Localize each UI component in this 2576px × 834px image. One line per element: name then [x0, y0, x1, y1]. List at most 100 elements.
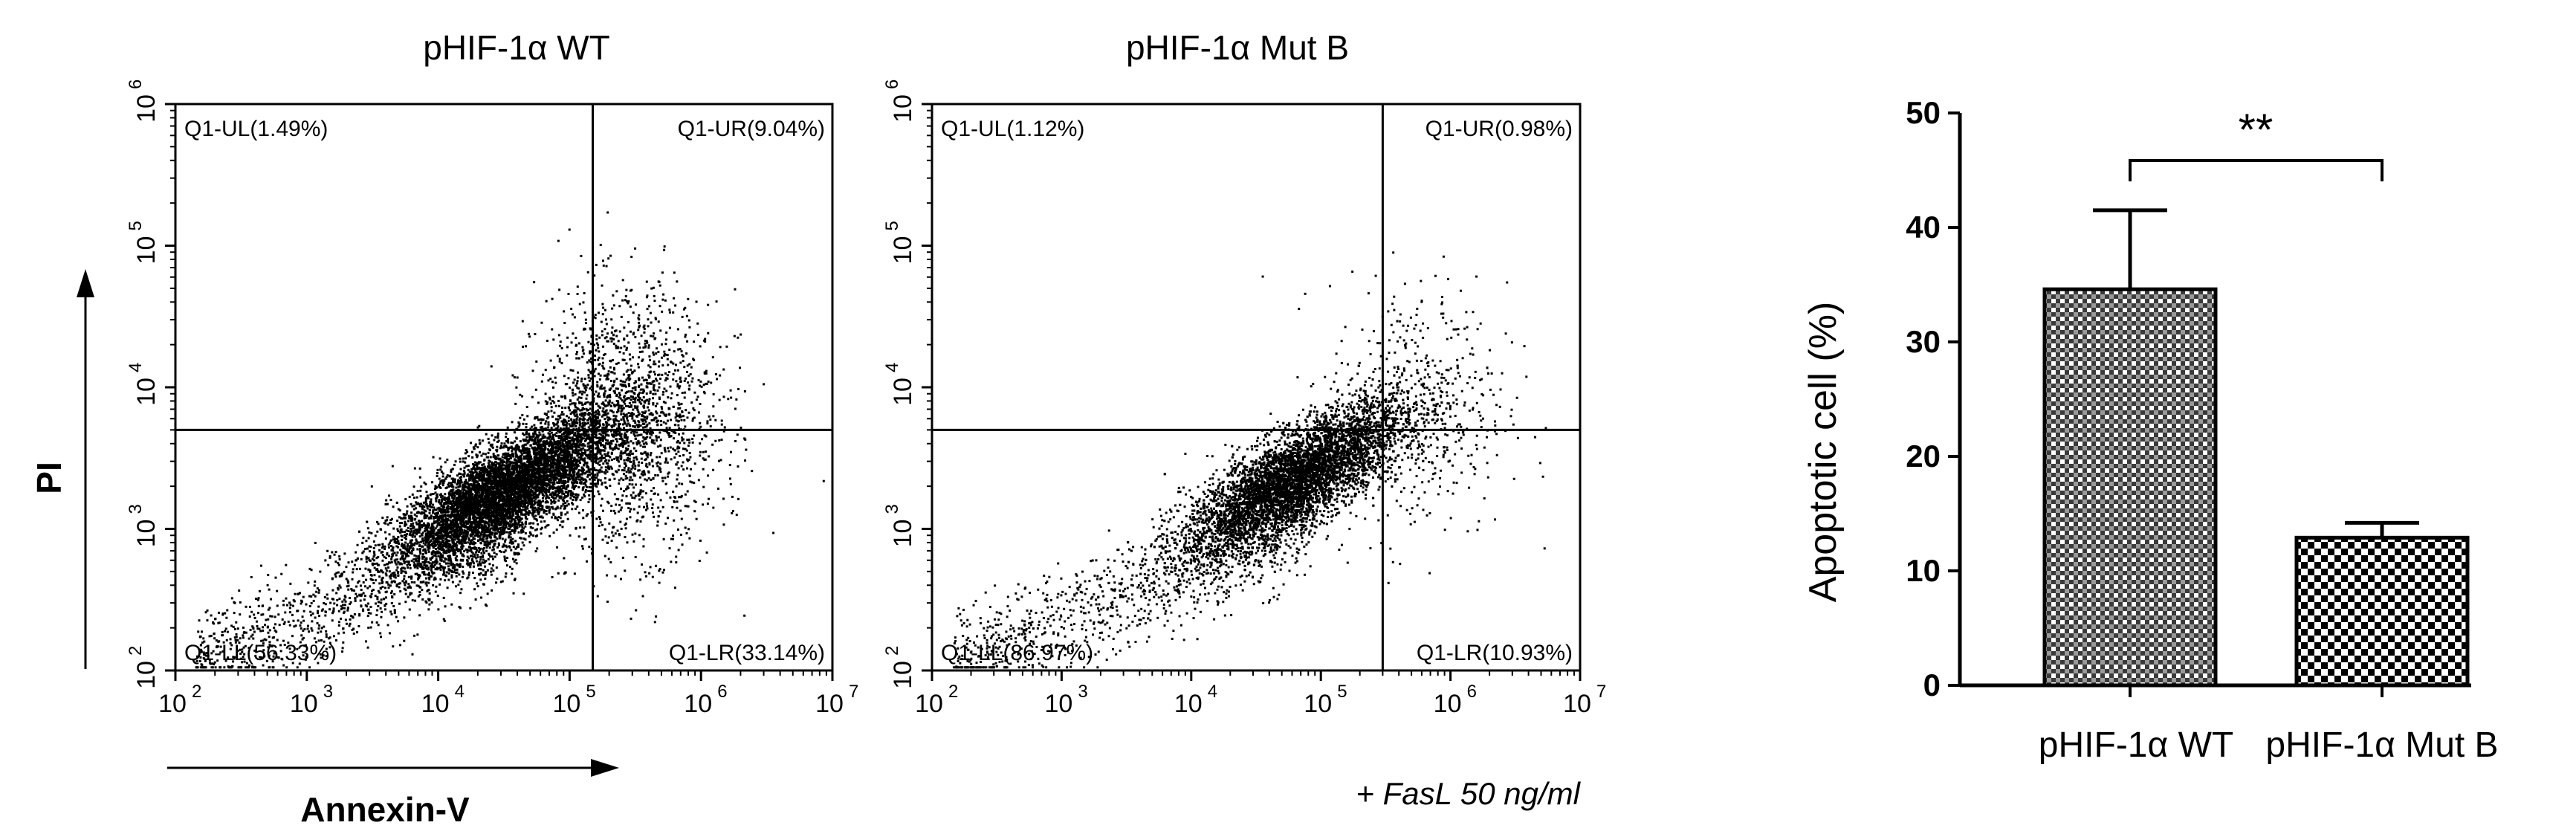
scatter-dot [567, 445, 570, 448]
scatter-dot [599, 468, 602, 471]
scatter-dot [551, 445, 554, 448]
scatter-dot [593, 482, 596, 485]
scatter-dot [424, 573, 427, 576]
scatter-dot [586, 456, 589, 459]
scatter-dot [575, 448, 578, 451]
scatter-dot [455, 497, 458, 500]
scatter-dot [508, 546, 511, 549]
scatter-dot [538, 454, 541, 457]
scatter-dot [476, 582, 479, 585]
scatter-dot [385, 596, 388, 599]
scatter-dot [532, 494, 535, 497]
scatter-dot [498, 550, 501, 553]
scatter-dot [412, 485, 415, 488]
scatter-dot [453, 463, 456, 466]
scatter-dot [360, 557, 363, 560]
scatter-dot [433, 563, 436, 566]
scatter-dot [589, 453, 592, 456]
scatter-dot [415, 521, 418, 524]
scatter-dot [446, 539, 449, 542]
scatter-dot [473, 523, 476, 526]
scatter-dot [453, 571, 456, 574]
scatter-dot [542, 500, 545, 502]
scatter-dot [414, 528, 417, 531]
scatter-dot [560, 468, 563, 471]
scatter-dot [513, 491, 516, 494]
scatter-dot [434, 568, 437, 571]
scatter-dot [558, 431, 561, 434]
scatter-dot [471, 528, 474, 531]
scatter-dot [468, 493, 471, 496]
scatter-dot [602, 449, 605, 452]
scatter-dot [430, 601, 433, 604]
scatter-dot [575, 434, 578, 437]
scatter-dot [547, 451, 550, 454]
scatter-dot [513, 496, 516, 499]
scatter-dot [462, 473, 465, 476]
scatter-dot [531, 425, 534, 428]
scatter-dot [422, 524, 425, 527]
scatter-dot [474, 461, 477, 464]
scatter-dot [536, 416, 539, 418]
scatter-dot [562, 413, 565, 416]
scatter-dot [508, 512, 511, 515]
scatter-dot [524, 506, 527, 509]
scatter-dot [482, 549, 485, 552]
scatter-dot [424, 500, 427, 502]
scatter-dot [441, 475, 444, 478]
x-tick-exponent: 5 [586, 682, 595, 702]
scatter-dot [517, 543, 520, 546]
scatter-dot [398, 542, 401, 545]
scatter-dot [389, 519, 392, 522]
scatter-dot [416, 548, 419, 551]
scatter-dot [396, 520, 399, 523]
scatter-dot [488, 449, 491, 452]
scatter-dot [399, 531, 402, 534]
scatter-dot [505, 544, 508, 547]
scatter-dot [536, 528, 539, 531]
scatter-dot [393, 540, 396, 543]
scatter-dot [586, 464, 589, 467]
scatter-dot [432, 509, 435, 512]
x-tick-exponent: 7 [849, 682, 858, 702]
scatter-dot [531, 490, 534, 493]
scatter-dot [638, 433, 641, 436]
scatter-dot [489, 456, 492, 459]
scatter-dot [675, 380, 678, 383]
scatter-dot [574, 433, 577, 436]
scatter-dot [433, 522, 436, 525]
scatter-dot [436, 468, 439, 471]
scatter-dot [478, 473, 481, 476]
scatter-dot [491, 434, 493, 437]
scatter-dot [560, 488, 563, 491]
scatter-dot [529, 485, 532, 488]
scatter-dot [453, 538, 456, 541]
scatter-dot [528, 437, 531, 440]
scatter-dot [644, 426, 647, 429]
scatter-dot [517, 475, 520, 478]
scatter-dot [421, 581, 424, 584]
scatter-dot [505, 523, 508, 526]
scatter-dot [376, 563, 379, 566]
scatter-dot [417, 584, 420, 587]
scatter-dot [372, 550, 375, 553]
scatter-dot [349, 596, 352, 599]
scatter-dot [495, 463, 498, 466]
scatter-dot [498, 503, 501, 506]
scatter-dot [447, 542, 450, 545]
scatter-dot [372, 581, 375, 584]
scatter-dot [651, 430, 654, 433]
scatter-dot [436, 514, 438, 517]
scatter-dot [595, 441, 598, 444]
scatter-dot [582, 467, 585, 470]
scatter-dot [665, 389, 668, 392]
scatter-dot [586, 409, 589, 412]
scatter-dot [461, 575, 464, 578]
scatter-dot [557, 436, 560, 439]
scatter-dot [450, 512, 453, 515]
scatter-dot [487, 510, 490, 513]
scatter-dot [471, 572, 474, 575]
scatter-dot [396, 558, 399, 561]
scatter-dot [385, 519, 388, 522]
scatter-dot [471, 495, 474, 498]
